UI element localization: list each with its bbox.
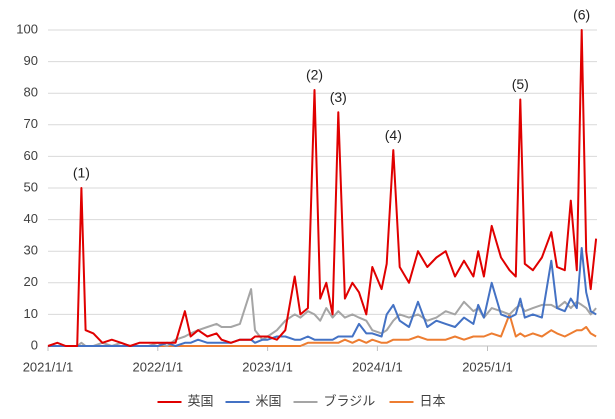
y-tick-label: 80 bbox=[24, 85, 38, 100]
annotation: (5) bbox=[512, 76, 529, 92]
series-line bbox=[47, 29, 598, 347]
y-tick-label: 60 bbox=[24, 148, 38, 163]
annotation: (3) bbox=[330, 89, 347, 105]
y-tick-label: 70 bbox=[24, 116, 38, 131]
x-tick-label: 2021/1/1 bbox=[23, 359, 74, 374]
y-tick-label: 90 bbox=[24, 53, 38, 68]
series-line bbox=[48, 288, 597, 347]
x-tick-label: 2024/1/1 bbox=[352, 359, 403, 374]
annotation: (4) bbox=[385, 127, 402, 143]
y-tick-label: 50 bbox=[24, 179, 38, 194]
legend-label: 米国 bbox=[256, 393, 282, 408]
y-tick-label: 30 bbox=[24, 243, 38, 258]
legend-label: 英国 bbox=[188, 393, 214, 408]
x-tick-label: 2025/1/1 bbox=[462, 359, 513, 374]
y-tick-label: 100 bbox=[16, 21, 38, 36]
y-tick-label: 0 bbox=[31, 337, 38, 352]
annotation: (2) bbox=[306, 67, 323, 83]
annotation: (1) bbox=[73, 165, 90, 181]
y-tick-label: 40 bbox=[24, 211, 38, 226]
y-tick-label: 20 bbox=[24, 274, 38, 289]
x-tick-label: 2022/1/1 bbox=[132, 359, 183, 374]
legend-label: ブラジル bbox=[324, 393, 376, 408]
legend-label: 日本 bbox=[420, 393, 446, 408]
series-line bbox=[48, 247, 597, 347]
annotation: (6) bbox=[573, 7, 590, 23]
y-tick-label: 10 bbox=[24, 306, 38, 321]
x-tick-label: 2023/1/1 bbox=[242, 359, 293, 374]
